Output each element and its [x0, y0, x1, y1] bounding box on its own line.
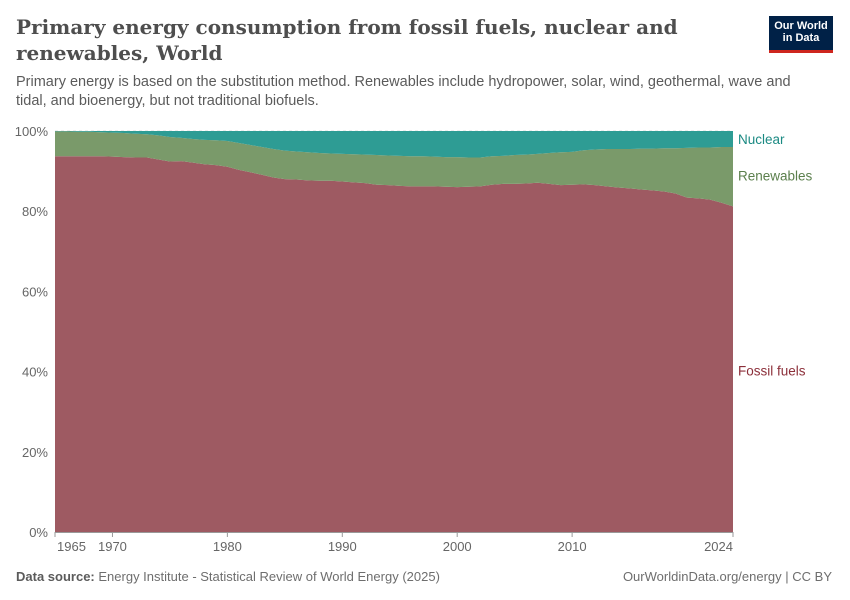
series-label: Nuclear: [738, 132, 785, 147]
logo-line-1: Our World: [774, 20, 828, 32]
x-tick-label: 2024: [704, 539, 733, 554]
credit-link[interactable]: OurWorldinData.org/energy | CC BY: [622, 569, 832, 584]
y-tick-label: 60%: [22, 284, 48, 299]
area-fossil-fuels: [55, 156, 733, 532]
x-tick-label: 1965: [57, 539, 86, 554]
x-tick-label: 1990: [328, 539, 357, 554]
chart-subtitle: Primary energy is based on the substitut…: [16, 74, 791, 109]
y-tick-label: 0%: [29, 525, 48, 540]
y-tick-label: 100%: [15, 124, 49, 139]
y-tick-label: 20%: [22, 445, 48, 460]
data-source-label: Data source:: [16, 569, 95, 584]
x-tick-label: 1970: [98, 539, 127, 554]
series-label: Renewables: [738, 168, 813, 183]
data-source: Data source: Energy Institute - Statisti…: [16, 569, 440, 584]
x-tick-label: 2010: [558, 539, 587, 554]
series-label: Fossil fuels: [738, 364, 806, 379]
area-renewables: [55, 131, 733, 207]
x-tick-label: 2000: [443, 539, 472, 554]
area-nuclear: [55, 131, 733, 158]
x-tick-label: 1980: [213, 539, 242, 554]
owid-logo[interactable]: Our World in Data: [769, 16, 833, 53]
chart-title: Primary energy consumption from fossil f…: [16, 15, 678, 65]
logo-line-2: in Data: [782, 32, 820, 44]
data-source-text[interactable]: Energy Institute - Statistical Review of…: [98, 569, 440, 584]
y-tick-label: 80%: [22, 204, 48, 219]
y-tick-label: 40%: [22, 365, 48, 380]
